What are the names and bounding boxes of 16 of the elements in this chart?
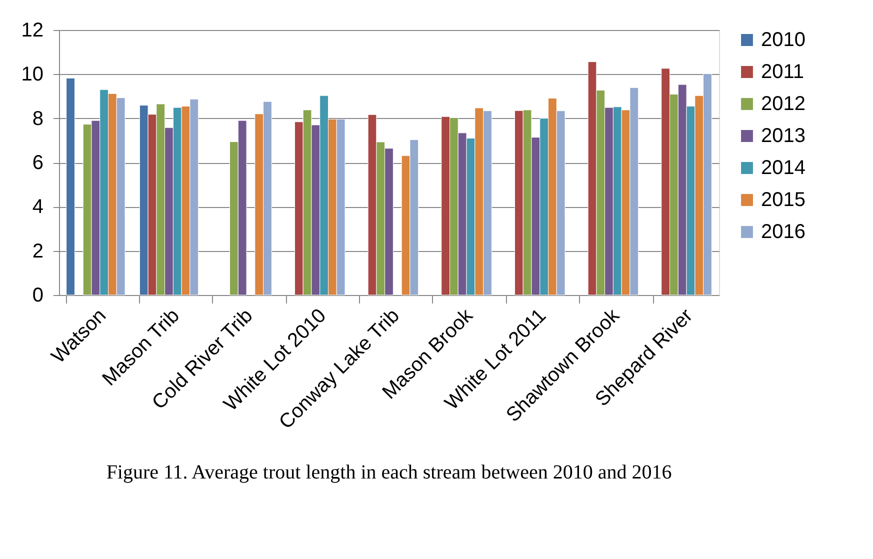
y-tick-label: 0 bbox=[32, 284, 44, 306]
y-tick-label: 6 bbox=[32, 152, 44, 174]
y-tick-label: 8 bbox=[32, 108, 44, 130]
y-tick-label: 10 bbox=[21, 64, 44, 86]
legend-label: 2015 bbox=[761, 189, 806, 211]
bar bbox=[66, 78, 75, 296]
y-tick-label: 4 bbox=[32, 196, 44, 218]
legend-label: 2010 bbox=[761, 29, 806, 51]
y-tick-label: 12 bbox=[21, 20, 44, 42]
legend-label: 2012 bbox=[761, 93, 806, 115]
legend-label: 2013 bbox=[761, 125, 806, 147]
legend-label: 2016 bbox=[761, 221, 806, 243]
legend-label: 2014 bbox=[761, 157, 806, 179]
caption: Figure 11. Average trout length in each stream between 2010 and 2016 bbox=[106, 462, 672, 484]
legend-label: 2011 bbox=[761, 61, 804, 83]
y-tick-label: 2 bbox=[32, 240, 44, 262]
